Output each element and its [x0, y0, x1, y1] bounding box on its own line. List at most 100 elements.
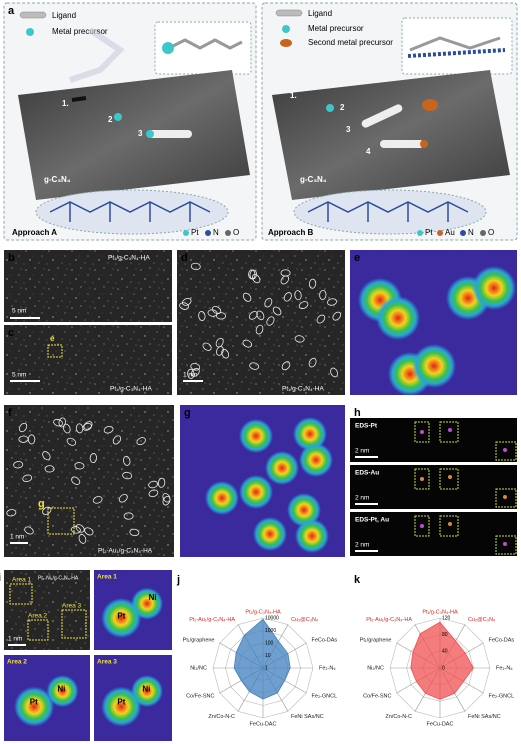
atom-circle — [215, 337, 224, 348]
atom-circle — [123, 512, 134, 520]
signal — [420, 477, 424, 481]
category-label: Pt₁-Au₁/g-C₃N₄-HA — [366, 617, 412, 623]
intensity-peak — [299, 443, 333, 477]
atom-key — [460, 230, 466, 236]
support-label: g-C₃N₄ — [300, 175, 327, 184]
signal — [503, 542, 507, 546]
atom-circle — [75, 423, 84, 434]
ligand — [380, 140, 424, 148]
r-tick-label: 100 — [265, 640, 274, 646]
region-box — [414, 421, 430, 443]
category-label: Fe₂-GNCL — [488, 693, 514, 699]
stem-image — [4, 250, 172, 322]
ligand-icon — [275, 9, 303, 17]
intensity-peaks — [358, 266, 516, 396]
atom-circle — [256, 310, 265, 321]
atom-circle — [148, 480, 159, 489]
intensity-peak — [239, 475, 273, 509]
scale-label: 5 nm — [12, 308, 26, 315]
sample-label: Pt₁/g-C₃N₄-HA — [110, 386, 152, 393]
category-label: FeCo-DAs — [311, 637, 337, 643]
area-box — [9, 583, 33, 605]
region-box — [495, 441, 517, 461]
network-bonds — [307, 201, 469, 222]
second-metal — [422, 99, 438, 111]
atom-circle — [42, 506, 52, 515]
r-tick-label: 10 — [265, 653, 271, 659]
atom-label: Pt — [117, 612, 125, 621]
atom-circle — [24, 526, 34, 535]
category-label: FeCu-DAC — [250, 721, 277, 727]
atom-circle — [74, 462, 85, 470]
atom-circle — [44, 465, 55, 473]
eds-map — [350, 418, 517, 462]
approach-title: Approach B — [268, 228, 314, 237]
region-box — [414, 515, 430, 537]
molecule — [164, 38, 243, 52]
category-label: Pt₁/graphene — [183, 637, 215, 643]
area-label: Area 3 — [97, 659, 117, 666]
intensity-peak — [101, 598, 142, 638]
scale-label: 1 nm — [8, 636, 22, 643]
region-label: e — [50, 334, 55, 343]
atom-circle — [327, 298, 337, 306]
r-tick-label: 80 — [442, 632, 448, 638]
atom-circles — [179, 262, 342, 379]
region-box — [439, 421, 459, 443]
atom-circle — [75, 524, 85, 533]
intensity-peak — [131, 587, 164, 620]
atom-circle — [319, 289, 327, 300]
atom-circle — [13, 461, 24, 469]
intensity-peak — [412, 344, 456, 388]
category-label: Pt₁/g-C₃N₄-HA — [245, 609, 281, 615]
atom-circle — [179, 302, 190, 310]
scale-label: 1 nm — [183, 372, 197, 379]
ligand — [361, 104, 403, 128]
data-area — [410, 621, 474, 700]
approach-title: Approach A — [12, 228, 57, 237]
step-label: 1. — [62, 99, 69, 108]
atom-key — [183, 230, 189, 236]
category-label: FeNi SAs/NC — [291, 714, 324, 720]
intensity-peak — [287, 493, 321, 527]
atom-circle — [294, 290, 302, 301]
step-label: 4 — [366, 147, 371, 156]
area-box — [27, 619, 49, 641]
atom — [162, 42, 174, 54]
ligand-icon — [19, 11, 47, 19]
map-title: EDS-Pt — [355, 423, 378, 430]
atom-circle — [242, 292, 252, 302]
atom-circle — [22, 474, 33, 482]
category-label: Zn/Co-N-C — [385, 714, 412, 720]
sample-label: Pt₁/g-C₃N₄-HA — [282, 386, 324, 393]
sample-label: Pt₁-Ni₁/g-C₃N₄-HA — [38, 575, 79, 581]
intensity-peak — [376, 296, 420, 340]
intensity-peak — [131, 675, 164, 708]
atom-circle — [202, 342, 212, 351]
panel-label: c — [8, 327, 14, 339]
area-label: Area 1 — [97, 574, 117, 581]
atom-label: Ni — [57, 685, 65, 694]
r-tick-label: 120 — [442, 615, 451, 621]
r-tick-label: 1 — [265, 665, 268, 671]
radar-charts: j110100100010000Pt₁/g-C₃N₄-HACu₂@C₃N₄FeC… — [176, 574, 514, 728]
atom-circle — [112, 435, 122, 445]
atom-circle — [283, 292, 292, 302]
category-label: Fe₂-GNCL — [311, 693, 337, 699]
atom-circle — [242, 339, 253, 348]
panel-label: j — [176, 574, 180, 586]
atom-key — [437, 230, 443, 236]
atom — [146, 130, 154, 138]
step-label: 3 — [346, 125, 351, 134]
region-box — [439, 515, 459, 537]
category-label: Co/Fe-SNC — [186, 693, 214, 699]
atom-circle — [162, 495, 171, 506]
panel-label: b — [8, 252, 15, 264]
stem-image — [177, 250, 345, 395]
inset — [401, 17, 513, 75]
atom-circle — [316, 314, 326, 324]
region-label: g — [38, 498, 45, 510]
atom — [420, 140, 428, 148]
atom-circle — [18, 435, 29, 443]
intensity-peak — [293, 417, 327, 451]
